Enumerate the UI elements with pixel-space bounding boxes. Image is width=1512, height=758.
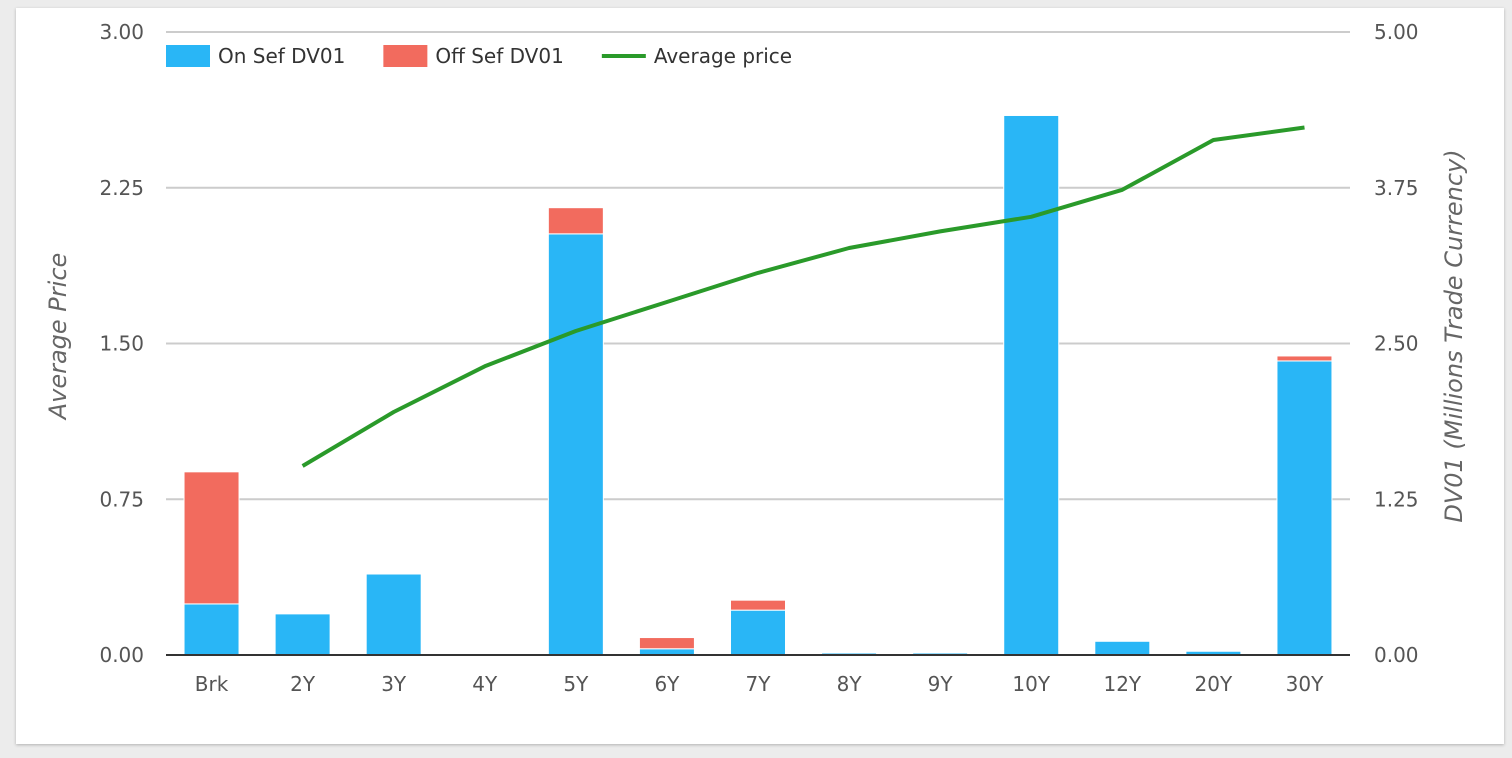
legend-item-label[interactable]: Average price [654,44,792,68]
y-left-axis-title: Average Price [44,253,72,422]
y-right-tick-label: 2.50 [1374,332,1419,356]
bar-off-sef-dv01[interactable] [547,207,604,235]
bar-off-sef-dv01[interactable] [183,471,240,605]
y-left-tick-label: 2.25 [99,176,144,200]
y-right-tick-label: 0.00 [1374,643,1419,667]
dv01-price-chart: 0.00 0.75 1.50 2.25 3.00 0.00 1.25 2.50 3.75 5.00… [44,20,1468,696]
y-right-tick-label: 3.75 [1374,176,1419,200]
bar-on-sef-dv01[interactable] [183,603,240,656]
x-tick-label: 30Y [1286,672,1324,696]
x-tick-label: 2Y [290,672,316,696]
y-left-tick-label: 0.00 [99,643,144,667]
x-tick-label: 5Y [563,672,589,696]
bar-off-sef-dv01[interactable] [638,637,695,650]
x-tick-label: 12Y [1103,672,1141,696]
y-left-tick-label: 1.50 [99,332,144,356]
bar-on-sef-dv01[interactable] [547,233,604,656]
y-left-tick-label: 0.75 [99,487,144,511]
x-tick-label: 4Y [472,672,498,696]
y-right-tick-label: 5.00 [1374,20,1419,44]
bar-off-sef-dv01[interactable] [1276,355,1333,362]
bar-on-sef-dv01[interactable] [274,613,331,656]
bar-on-sef-dv01[interactable] [1276,360,1333,656]
y-right-axis-title: DV01 (Millions Trade Currency) [1440,149,1468,522]
legend-item-label[interactable]: On Sef DV01 [218,44,345,68]
legend-swatch [383,45,428,67]
x-tick-label: 10Y [1012,672,1050,696]
bar-off-sef-dv01[interactable] [730,599,786,611]
y-left-tick-label: 3.00 [99,20,144,44]
x-tick-label: Brk [195,672,229,696]
x-tick-label: 7Y [746,672,772,696]
chart-card: 0.00 0.75 1.50 2.25 3.00 0.00 1.25 2.50 3.75 5.00… [16,8,1504,744]
bar-on-sef-dv01[interactable] [1094,640,1151,656]
bar-on-sef-dv01[interactable] [1003,114,1060,656]
legend-item-label[interactable]: Off Sef DV01 [435,44,563,68]
x-tick-label: 8Y [837,672,863,696]
x-tick-label: 6Y [654,672,680,696]
legend-swatch [166,45,210,67]
x-tick-label: 3Y [381,672,407,696]
bar-on-sef-dv01[interactable] [365,573,422,656]
x-tick-label: 9Y [928,672,954,696]
y-right-tick-label: 1.25 [1374,487,1419,511]
line-average-price[interactable] [301,125,1305,468]
x-tick-label: 20Y [1195,672,1233,696]
bar-on-sef-dv01[interactable] [730,609,786,656]
